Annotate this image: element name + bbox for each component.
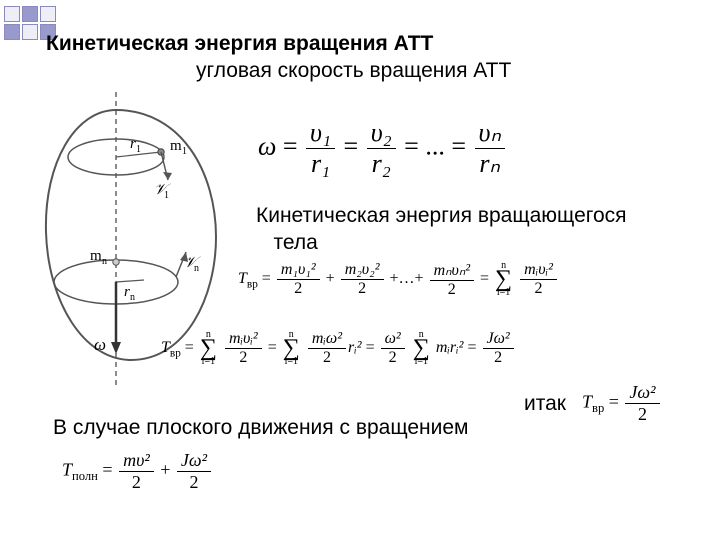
svg-text:n: n: [102, 256, 107, 267]
svg-text:1: 1: [136, 144, 141, 155]
equation-kinetic-derivation: Tвр = n∑i=1 mᵢυᵢ²2 = n∑i=1 mᵢω²2rᵢ² = ω²…: [161, 330, 516, 367]
title-line2: угловая скорость вращения АТТ: [196, 59, 511, 82]
slide-content: Кинетическая энергия вращения АТТ углова…: [46, 30, 700, 85]
equation-full-kinetic: Tполн = mυ²2 + Jω²2: [62, 450, 213, 493]
equation-result: Tвр = Jω²2: [582, 382, 662, 425]
title-line1: Кинетическая энергия вращения АТТ: [46, 32, 433, 55]
slide-title: Кинетическая энергия вращения АТТ углова…: [46, 30, 700, 85]
equation-omega: ω = υ₁r₁ = υ₂r₂ = ... = υₙrₙ: [258, 118, 507, 179]
subheading-plane-motion: В случае плоского движения с вращением: [53, 416, 469, 440]
text-itak: итак: [524, 392, 566, 416]
svg-text:m: m: [90, 248, 102, 264]
svg-text:ω: ω: [94, 335, 106, 354]
svg-text:m: m: [170, 138, 182, 154]
equation-kinetic-sum: Tвр = m₁υ₁²2 + m₂υ₂²2 +…+ mₙυₙ²2 = n∑i=1…: [238, 260, 559, 299]
svg-text:1: 1: [182, 146, 187, 157]
svg-text:1: 1: [164, 190, 169, 201]
omega-symbol: ω: [258, 131, 276, 160]
subheading-kinetic: Кинетическая энергия вращающегося тела: [256, 202, 627, 257]
svg-text:n: n: [194, 263, 199, 274]
svg-text:n: n: [130, 292, 135, 303]
